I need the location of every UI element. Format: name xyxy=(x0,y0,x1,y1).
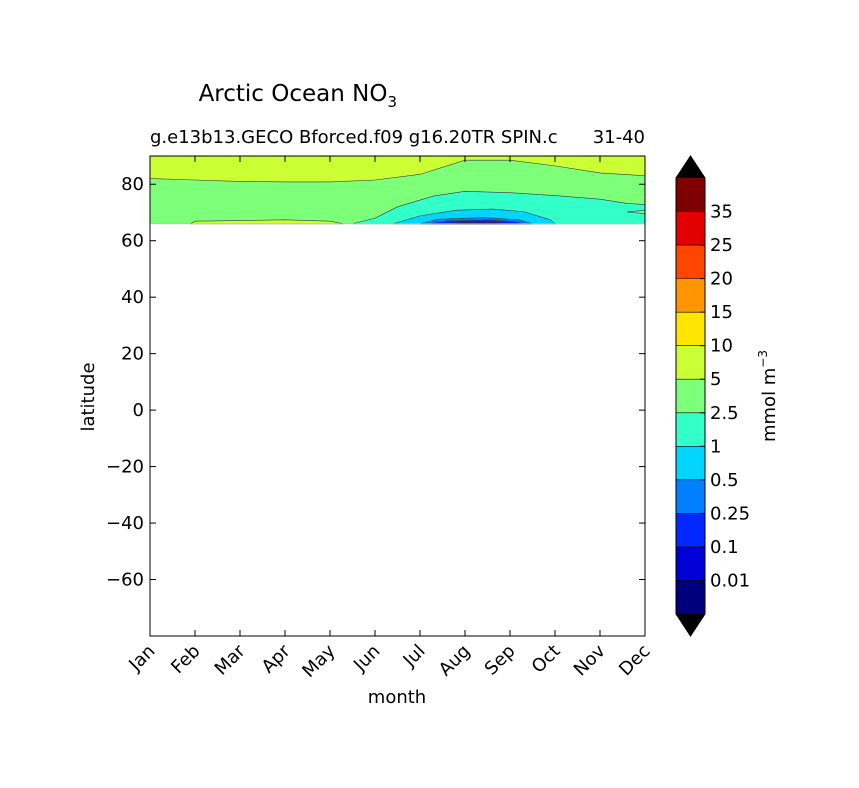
y-axis: 80 60 40 20 0 −20 −40 −60 xyxy=(106,174,645,591)
x-tick-label: Nov xyxy=(570,640,610,680)
colorbar-segment xyxy=(676,211,705,246)
chart-title: Arctic Ocean NO3 xyxy=(199,81,397,111)
y-tick-label: 60 xyxy=(121,231,144,252)
colorbar-tick-label: 0.25 xyxy=(710,503,750,524)
colorbar: 0.01 0.1 0.25 0.5 1 2.5 5 10 15 20 25 35 xyxy=(675,155,750,637)
colorbar-segment xyxy=(676,245,705,279)
colorbar-segment xyxy=(676,345,705,380)
colorbar-tick-label: 35 xyxy=(710,202,733,223)
colorbar-segment xyxy=(676,379,705,413)
x-tick-label: Dec xyxy=(615,641,654,680)
colorbar-tick-label: 20 xyxy=(710,269,733,290)
colorbar-extend-min xyxy=(676,614,705,636)
plot-frame xyxy=(149,155,646,637)
colorbar-segment xyxy=(676,446,705,480)
x-tick-label: Oct xyxy=(528,641,565,678)
plot-area xyxy=(150,156,645,636)
y-tick-label: 20 xyxy=(121,344,144,365)
x-tick-label: May xyxy=(298,640,339,681)
colorbar-segment xyxy=(676,312,705,346)
colorbar-tick-label: 25 xyxy=(710,235,733,256)
colorbar-tick-label: 5 xyxy=(710,369,721,390)
chart-subtitle: g.e13b13.GECO Bforced.f09 g16.20TR SPIN.… xyxy=(150,127,558,148)
x-tick-label: Apr xyxy=(258,640,295,677)
contour-inclusion xyxy=(626,209,645,214)
x-tick-label: Jun xyxy=(349,641,384,676)
x-tick-label: Feb xyxy=(167,641,204,678)
colorbar-tick-label: 2.5 xyxy=(710,403,739,424)
colorbar-tick-label: 0.5 xyxy=(710,470,739,491)
colorbar-segment xyxy=(676,178,705,212)
colorbar-segment xyxy=(676,412,705,447)
colorbar-segment xyxy=(676,546,705,581)
colorbar-tick-label: 1 xyxy=(710,436,721,457)
contour-band-5-10 xyxy=(150,156,645,183)
x-tick-label: Sep xyxy=(481,641,520,680)
y-tick-label: −40 xyxy=(106,513,144,534)
x-tick-label: Mar xyxy=(211,640,250,679)
colorbar-tick-label: 0.01 xyxy=(710,570,750,591)
colorbar-segment xyxy=(676,479,705,514)
colorbar-segment xyxy=(676,278,705,313)
colorbar-segment xyxy=(676,513,705,547)
contour-fill xyxy=(150,156,645,225)
x-axis-label: month xyxy=(368,687,426,708)
colorbar-tick-label: 15 xyxy=(710,302,733,323)
x-tick-label: Jul xyxy=(399,641,430,672)
colorbar-tick-label: 0.1 xyxy=(710,537,739,558)
x-tick-label: Aug xyxy=(435,641,475,681)
y-tick-label: 80 xyxy=(121,174,144,195)
colorbar-label: mmol m−3 xyxy=(756,350,780,442)
y-tick-label: 40 xyxy=(121,287,144,308)
y-tick-label: 0 xyxy=(133,400,144,421)
colorbar-segment xyxy=(676,580,705,614)
colorbar-outline xyxy=(675,155,706,637)
y-axis-label: latitude xyxy=(78,362,99,431)
colorbar-tick-label: 10 xyxy=(710,336,733,357)
chart-subtitle-right: 31-40 xyxy=(593,127,645,148)
y-tick-label: −20 xyxy=(106,457,144,478)
x-tick-label: Jan xyxy=(124,641,159,676)
y-tick-label: −60 xyxy=(106,570,144,591)
colorbar-extend-max xyxy=(676,156,705,178)
